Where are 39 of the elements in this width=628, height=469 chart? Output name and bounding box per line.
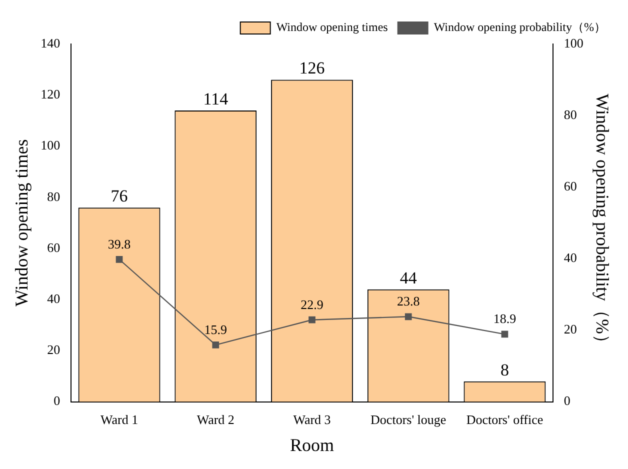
point [501, 330, 508, 338]
data-label: 76 [110, 186, 128, 206]
y-tick-label: 80 [47, 188, 60, 204]
y-tick-label: 20 [47, 342, 60, 358]
legend-label: Window opening times [276, 20, 388, 34]
x-tick-label: Ward 2 [196, 412, 234, 428]
data-label: 18.9 [493, 311, 516, 326]
y-tick-label: 100 [40, 138, 60, 153]
y2-tick-label: 20 [564, 322, 577, 337]
x-tick-label: Ward 3 [293, 412, 331, 428]
data-label: 39.8 [108, 236, 131, 252]
y2-tick-label: 80 [564, 106, 577, 122]
data-label: 44 [400, 268, 418, 288]
point [308, 316, 316, 324]
y2-tick-label: 100 [564, 35, 584, 50]
y-tick-label: 140 [40, 35, 60, 50]
x-tick-label: Doctors' louge [370, 412, 446, 428]
data-label: 23.8 [396, 294, 420, 309]
y2-axis-title: Window opening probability（%） [592, 94, 612, 352]
point [404, 313, 412, 320]
point [212, 341, 220, 348]
data-label: 8 [500, 360, 509, 380]
y2-tick-label: 40 [564, 250, 577, 266]
y-tick-label: 40 [47, 290, 60, 306]
data-label: 114 [203, 89, 229, 108]
y-tick-label: 120 [40, 86, 60, 102]
y2-tick-label: 60 [564, 178, 577, 194]
data-label: 126 [299, 58, 325, 78]
data-label: 22.9 [300, 296, 324, 312]
legend-label: Window opening probability（%） [434, 20, 606, 34]
y2-tick-label: 0 [564, 393, 570, 408]
y-axis-title: Window opening times [12, 139, 32, 307]
x-tick-label: Ward 1 [100, 412, 138, 428]
y-tick-label: 0 [54, 393, 60, 408]
x-tick-label: Doctors' office [466, 412, 544, 428]
x-axis-title: Room [290, 434, 334, 455]
y-tick-label: 60 [47, 240, 60, 255]
point [116, 256, 123, 263]
data-label: 15.9 [204, 322, 228, 337]
